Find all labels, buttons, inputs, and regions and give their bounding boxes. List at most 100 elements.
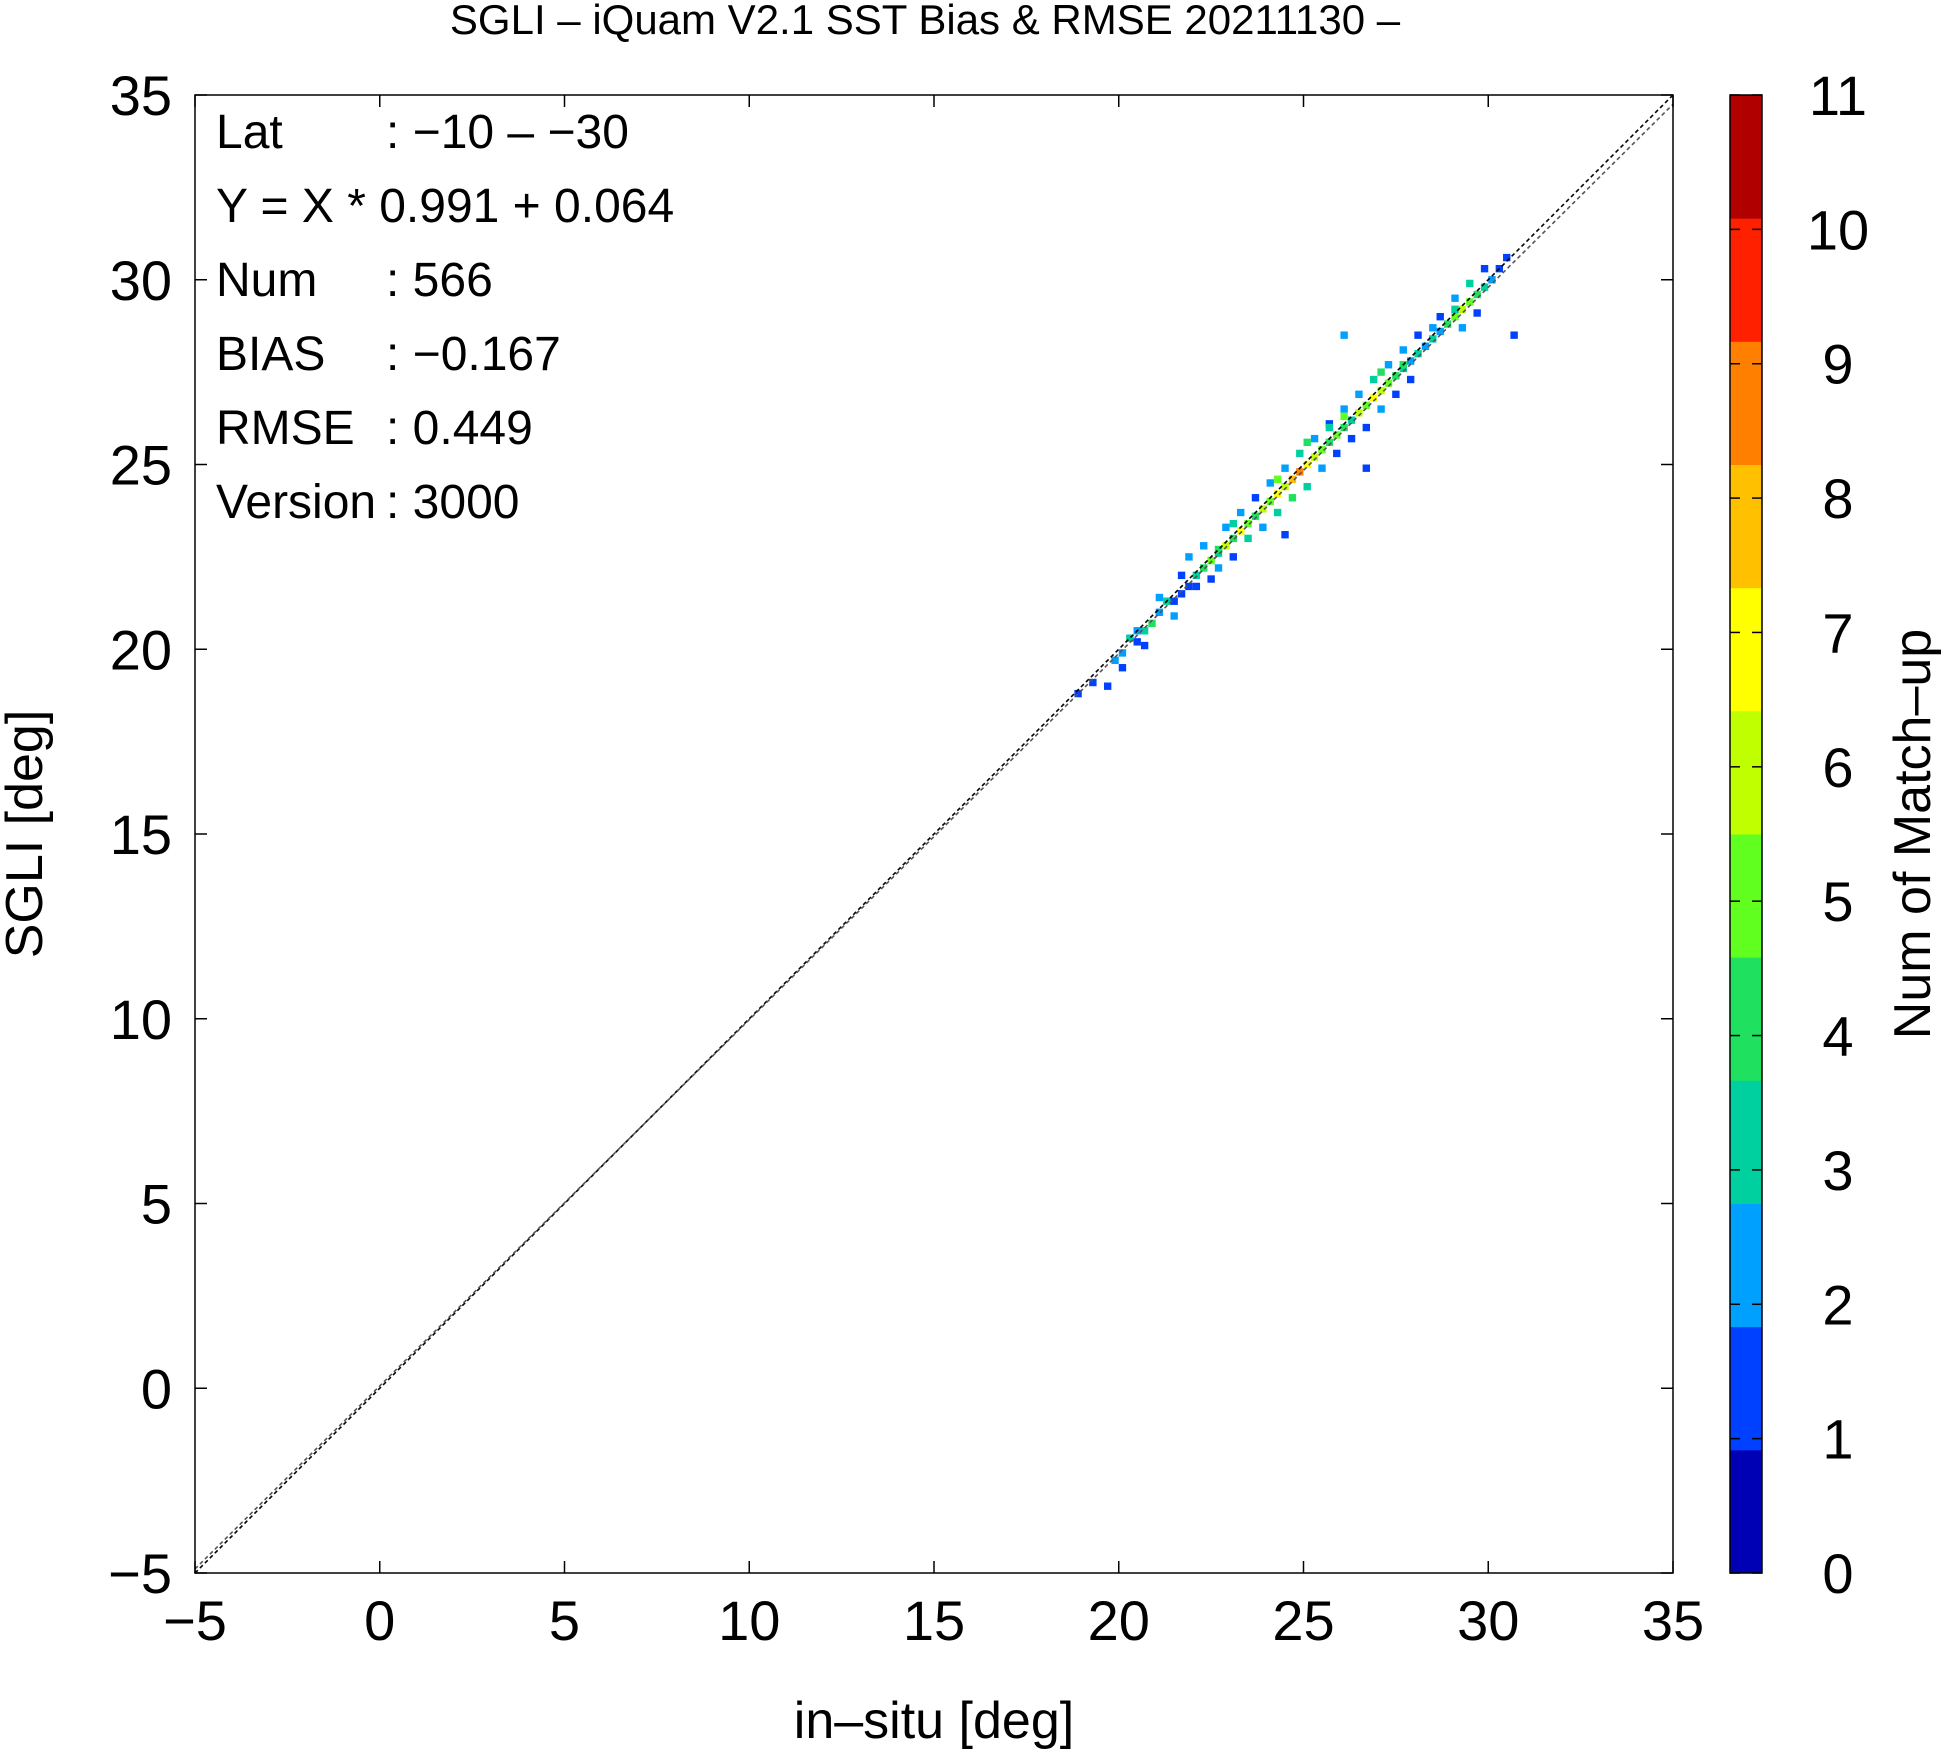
y-tick-label: 20 (110, 618, 172, 681)
heatmap-cell (1303, 438, 1311, 447)
colorbar-band (1730, 95, 1762, 219)
heatmap-cell (1429, 335, 1437, 343)
heatmap-cell (1273, 508, 1282, 517)
heatmap-cell (1281, 482, 1289, 491)
colorbar-band (1730, 1326, 1762, 1451)
heatmap-cell (1325, 423, 1334, 432)
heatmap-cell (1333, 431, 1341, 439)
stats-key: BIAS (216, 328, 325, 381)
y-tick-label: 35 (110, 64, 172, 127)
heatmap-cell (1310, 434, 1319, 443)
x-tick-label: 0 (364, 1589, 395, 1652)
heatmap-cell (1473, 309, 1481, 317)
heatmap-cell (1377, 405, 1385, 413)
heatmap-cell (1259, 523, 1267, 532)
x-tick-label: 30 (1457, 1589, 1519, 1652)
x-axis-label: in–situ [deg] (794, 1692, 1074, 1750)
heatmap-cell (1222, 542, 1230, 550)
colorbar-tick-label: 2 (1822, 1273, 1853, 1336)
heatmap-cell (1340, 405, 1348, 413)
heatmap-cell (1318, 446, 1326, 454)
heatmap-cell (1288, 475, 1297, 483)
stats-key: Num (216, 254, 317, 307)
heatmap-cell (1443, 320, 1452, 328)
heatmap-cell (1229, 519, 1237, 528)
heatmap-cell (1466, 279, 1474, 288)
heatmap-cell (1473, 290, 1481, 299)
y-tick-label: 30 (110, 249, 172, 312)
colorbar-band (1730, 1449, 1762, 1574)
x-tick-label: 25 (1272, 1589, 1334, 1652)
stats-annotation: Lat : −10 – −30 Y = X * 0.991 + 0.064 Num : … (216, 106, 674, 529)
heatmap-cell (1406, 357, 1415, 365)
heatmap-cell (1488, 276, 1496, 284)
heatmap-cell (1296, 449, 1304, 458)
heatmap-cell (1207, 575, 1215, 583)
y-axis-label: SGLI [deg] (0, 710, 54, 959)
one-to-one-line (194, 94, 1674, 1574)
x-tick-label: 10 (718, 1589, 780, 1652)
heatmap-cell (1148, 619, 1156, 628)
heatmap-cell (1355, 409, 1363, 417)
heatmap-cell (1480, 283, 1489, 291)
heatmap-cell (1266, 497, 1274, 506)
heatmap-cell (1303, 460, 1311, 469)
heatmap-cell (1140, 627, 1149, 635)
heatmap-cell (1111, 656, 1119, 665)
y-tick-label: −5 (108, 1542, 172, 1605)
heatmap-cell (1399, 346, 1407, 354)
colorbar-tick-label: 5 (1822, 870, 1853, 933)
colorbar-tick-label: 7 (1822, 601, 1853, 664)
colorbar-tick-label: 10 (1807, 198, 1869, 261)
colorbar-tick-label: 9 (1822, 333, 1853, 396)
heatmap-cell (1370, 375, 1378, 384)
y-tick-label: 25 (110, 434, 172, 497)
stats-key: Lat (216, 106, 283, 159)
colorbar-frame (1729, 94, 1763, 1574)
y-tick-label: 15 (110, 803, 172, 866)
colorbar-tick-label: 1 (1822, 1408, 1853, 1471)
heatmap-cell (1340, 423, 1348, 432)
x-tick-label: 20 (1088, 1589, 1150, 1652)
x-tick-label: 5 (549, 1589, 580, 1652)
heatmap-cell (1177, 571, 1186, 580)
heatmap-cell (1266, 479, 1274, 487)
heatmap-cell (1362, 464, 1371, 472)
heatmap-cell (1281, 464, 1289, 472)
heatmap-cell (1177, 590, 1186, 598)
heatmap-cell (1406, 375, 1415, 384)
y-tick-label: 5 (141, 1173, 172, 1236)
stats-key: RMSE (216, 402, 355, 455)
colorbar-band (1730, 957, 1762, 1081)
heatmap-cell (1392, 372, 1400, 380)
heatmap-cell (1340, 331, 1348, 339)
colorbar-band (1730, 1203, 1762, 1328)
heatmap-cell (1347, 434, 1356, 443)
heatmap-cell (1318, 464, 1326, 472)
heatmap-cells (1074, 253, 1518, 698)
heatmap-cell (1170, 597, 1178, 605)
heatmap-cell (1236, 508, 1245, 517)
colorbar-band (1730, 218, 1762, 342)
heatmap-cell (1170, 612, 1178, 620)
heatmap-cell (1421, 342, 1430, 350)
heatmap-cell (1133, 638, 1141, 646)
x-tick-label: −5 (163, 1589, 227, 1652)
stats-value: : −10 – −30 (386, 106, 629, 159)
heatmap-cell (1503, 253, 1511, 262)
stats-key: Y = X * 0.991 + 0.064 (216, 180, 674, 233)
heatmap-cell (1185, 582, 1193, 591)
colorbar-tick-label: 8 (1822, 467, 1853, 530)
colorbar-band (1730, 341, 1762, 465)
stats-value: : 3000 (386, 476, 519, 529)
heatmap-cell (1377, 368, 1385, 376)
y-tick-label: 10 (110, 988, 172, 1051)
colorbar-tick-label: 4 (1822, 1005, 1853, 1068)
heatmap-cell (1436, 313, 1444, 321)
heatmap-cell (1118, 664, 1127, 672)
colorbar-tick-label: 3 (1822, 1139, 1853, 1202)
heatmap-cell (1340, 412, 1348, 421)
heatmap-cell (1451, 305, 1459, 314)
heatmap-cell (1510, 331, 1518, 339)
